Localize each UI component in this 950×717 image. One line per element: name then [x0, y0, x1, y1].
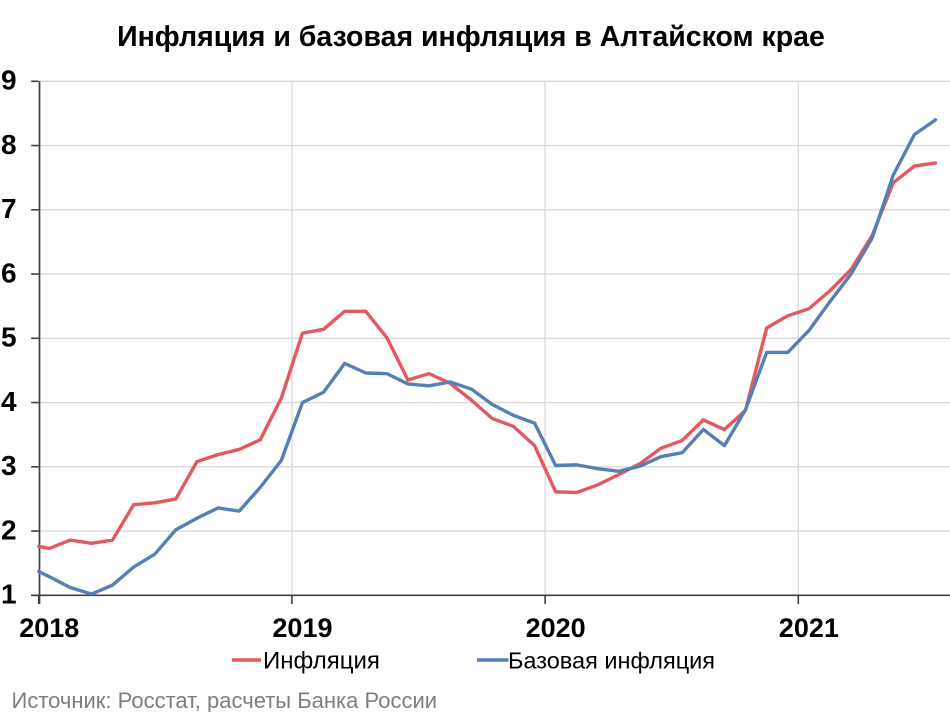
svg-text:Источник: Росстат, расчеты Бан: Источник: Росстат, расчеты Банка России	[12, 688, 438, 712]
svg-text:7: 7	[1, 193, 17, 224]
svg-text:2018: 2018	[19, 613, 79, 643]
svg-text:Инфляция: Инфляция	[263, 648, 380, 675]
svg-text:1: 1	[1, 579, 17, 610]
svg-text:6: 6	[1, 257, 17, 288]
svg-text:9: 9	[1, 65, 17, 96]
svg-text:2020: 2020	[526, 613, 586, 643]
svg-text:4: 4	[1, 386, 17, 417]
svg-text:8: 8	[1, 129, 17, 160]
svg-text:2: 2	[1, 514, 17, 545]
svg-text:Инфляция и базовая инфляция в: Инфляция и базовая инфляция в Алтайском …	[117, 21, 825, 53]
svg-text:2019: 2019	[272, 613, 332, 643]
svg-text:5: 5	[1, 322, 17, 353]
svg-text:Базовая инфляция: Базовая инфляция	[508, 648, 715, 674]
svg-text:2021: 2021	[779, 613, 839, 643]
svg-text:3: 3	[1, 450, 17, 481]
